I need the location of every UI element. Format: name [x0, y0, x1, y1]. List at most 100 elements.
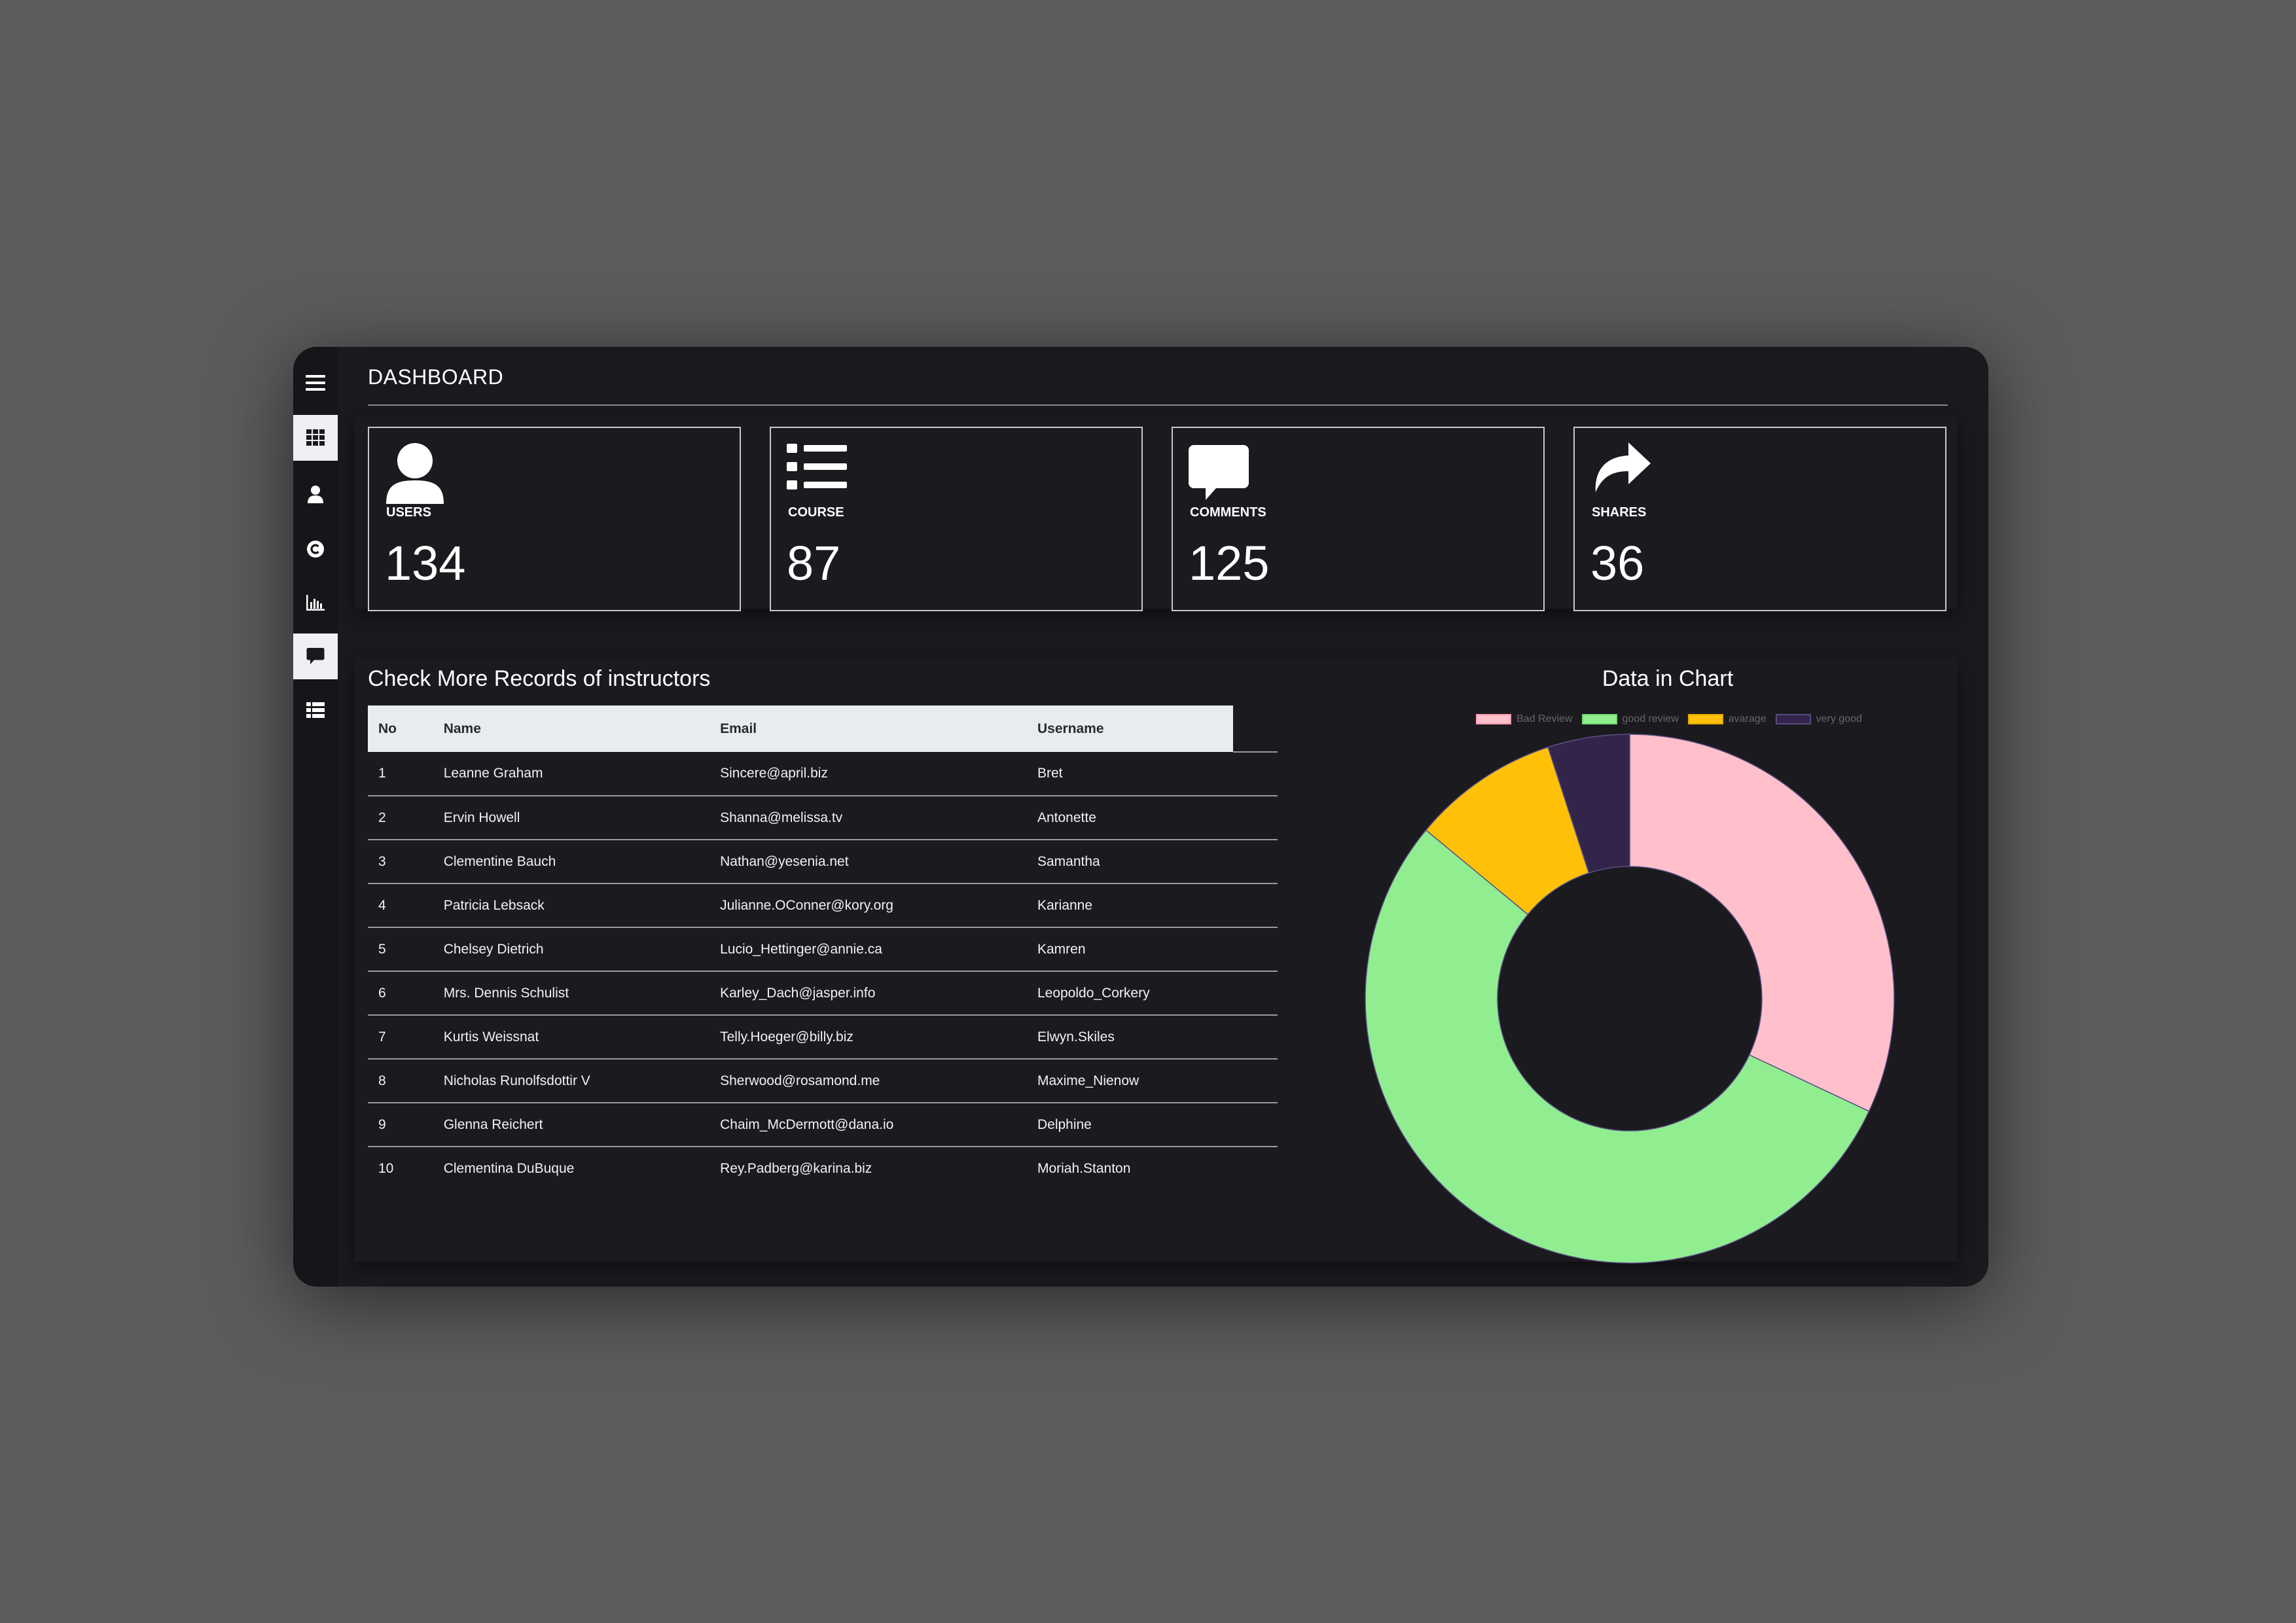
cell-spacer	[1233, 883, 1278, 928]
cell-spacer	[1233, 1059, 1278, 1103]
cell-email: Chaim_McDermott@dana.io	[709, 1103, 1027, 1147]
stat-card-comments[interactable]: COMMENTS 125	[1172, 427, 1545, 611]
stat-card-shares[interactable]: SHARES 36	[1573, 427, 1946, 611]
chart-legend: Bad Review good review avarage very good	[1429, 713, 1909, 725]
cell-username: Moriah.Stanton	[1037, 1160, 1131, 1176]
cell-spacer	[1233, 1103, 1278, 1147]
sidebar-item-records[interactable]	[293, 687, 338, 733]
cell-username: Samantha	[1026, 840, 1234, 884]
cell-username: Bret	[1026, 752, 1234, 796]
cell-no: 3	[368, 840, 433, 884]
table-row: 4 Patricia Lebsack Julianne.OConner@kory…	[368, 883, 1278, 928]
list-icon	[306, 702, 325, 718]
legend-item-avarage[interactable]: avarage	[1687, 713, 1767, 725]
user-icon	[308, 486, 323, 503]
cell-email: Telly.Hoeger@billy.biz	[709, 1015, 1027, 1060]
list-icon	[787, 444, 847, 490]
table-title: Check More Records of instructors	[368, 666, 711, 691]
instructors-table: No Name Email Username 1 Leanne Graham S…	[368, 705, 1278, 1190]
cell-no: 1	[368, 752, 433, 796]
table-row: 3 Clementine Bauch Nathan@yesenia.net Sa…	[368, 840, 1278, 884]
cell-name: Ervin Howell	[433, 796, 710, 840]
cell-name: Glenna Reichert	[433, 1103, 710, 1147]
cell-spacer	[1233, 752, 1278, 796]
copyright-icon	[307, 541, 324, 558]
sidebar-item-users[interactable]	[293, 471, 338, 517]
cell-username: Kamren	[1026, 927, 1234, 972]
table-row: 5 Chelsey Dietrich Lucio_Hettinger@annie…	[368, 927, 1278, 972]
table-row: 7 Kurtis Weissnat Telly.Hoeger@billy.biz…	[368, 1015, 1278, 1060]
donut-slice-bad-review[interactable]	[1629, 734, 1895, 1113]
stat-value: 87	[787, 536, 841, 590]
table-row: 1 Leanne Graham Sincere@april.biz Bret	[368, 752, 1278, 796]
cell-spacer	[1233, 1015, 1278, 1060]
cell-name: Kurtis Weissnat	[433, 1015, 710, 1060]
cell-no: 9	[368, 1103, 433, 1147]
cell-email: Julianne.OConner@kory.org	[709, 883, 1027, 928]
table-header-row: No Name Email Username	[368, 705, 1278, 753]
cell-name: Leanne Graham	[433, 752, 710, 796]
legend-swatch	[1476, 714, 1512, 724]
stat-card-users[interactable]: USERS 134	[368, 427, 741, 611]
comment-icon	[306, 648, 325, 664]
cell-email: Shanna@melissa.tv	[709, 796, 1027, 840]
header-spacer	[1233, 705, 1278, 753]
legend-label: avarage	[1728, 713, 1767, 724]
title-divider	[368, 404, 1948, 406]
donut-chart	[1365, 734, 1895, 1264]
page-title: DASHBOARD	[368, 365, 504, 389]
table-row: 8 Nicholas Runolfsdottir V Sherwood@rosa…	[368, 1059, 1278, 1103]
legend-item-good-review[interactable]: good review	[1581, 713, 1679, 725]
cell-no: 2	[368, 796, 433, 840]
stat-label: USERS	[386, 505, 431, 520]
table-row: 2 Ervin Howell Shanna@melissa.tv Antonet…	[368, 796, 1278, 840]
chart-title: Data in Chart	[1602, 666, 1734, 691]
sidebar-item-dashboard[interactable]	[293, 415, 338, 461]
sidebar-item-analytics[interactable]	[293, 580, 338, 626]
bar-chart-icon	[306, 595, 325, 611]
sidebar-item-comments[interactable]	[293, 633, 338, 679]
stat-label: SHARES	[1592, 505, 1647, 520]
sidebar-item-copyright[interactable]	[293, 526, 338, 572]
cell-name: Mrs. Dennis Schulist	[433, 971, 710, 1016]
stat-card-course[interactable]: COURSE 87	[770, 427, 1143, 611]
donut-slice-very-good[interactable]	[1547, 734, 1630, 874]
table-row: 10 Clementina DuBuque Rey.Padberg@karina…	[368, 1147, 1278, 1190]
legend-item-very-good[interactable]: very good	[1775, 713, 1862, 725]
cell-name: Clementine Bauch	[433, 840, 710, 884]
comment-icon	[1189, 445, 1249, 500]
cell-username: Leopoldo_Corkery	[1026, 971, 1234, 1016]
column-header-name: Name	[443, 721, 481, 736]
cell-email: Sherwood@rosamond.me	[709, 1059, 1027, 1103]
menu-toggle-button[interactable]	[293, 360, 338, 406]
cell-no: 5	[368, 927, 433, 972]
cell-no: 4	[368, 883, 433, 928]
cell-username: Karianne	[1026, 883, 1234, 928]
table-row: 9 Glenna Reichert Chaim_McDermott@dana.i…	[368, 1103, 1278, 1147]
cell-username: Maxime_Nienow	[1026, 1059, 1234, 1103]
cell-email: Sincere@april.biz	[709, 752, 1027, 796]
cell-spacer	[1233, 840, 1278, 884]
cell-username: Elwyn.Skiles	[1026, 1015, 1234, 1060]
cell-spacer	[1233, 971, 1278, 1016]
legend-swatch	[1687, 714, 1723, 724]
cell-email: Lucio_Hettinger@annie.ca	[709, 927, 1027, 972]
column-header-username: Username	[1037, 721, 1104, 736]
cell-name: Patricia Lebsack	[433, 883, 710, 928]
sidebar	[293, 347, 338, 1287]
stat-value: 134	[385, 536, 466, 590]
cell-username: Antonette	[1026, 796, 1234, 840]
user-icon	[386, 443, 444, 504]
legend-swatch	[1581, 714, 1617, 724]
legend-label: very good	[1816, 713, 1862, 724]
legend-label: Bad Review	[1516, 713, 1573, 724]
column-header-email: Email	[720, 721, 757, 736]
cell-name: Nicholas Runolfsdottir V	[433, 1059, 710, 1103]
cell-name: Clementina DuBuque	[443, 1160, 575, 1176]
cell-username: Delphine	[1026, 1103, 1234, 1147]
donut-slice-good-review[interactable]	[1365, 829, 1870, 1264]
cell-no: 8	[368, 1059, 433, 1103]
stat-label: COMMENTS	[1190, 505, 1266, 520]
cell-email: Rey.Padberg@karina.biz	[720, 1160, 872, 1176]
legend-item-bad-review[interactable]: Bad Review	[1476, 713, 1573, 725]
